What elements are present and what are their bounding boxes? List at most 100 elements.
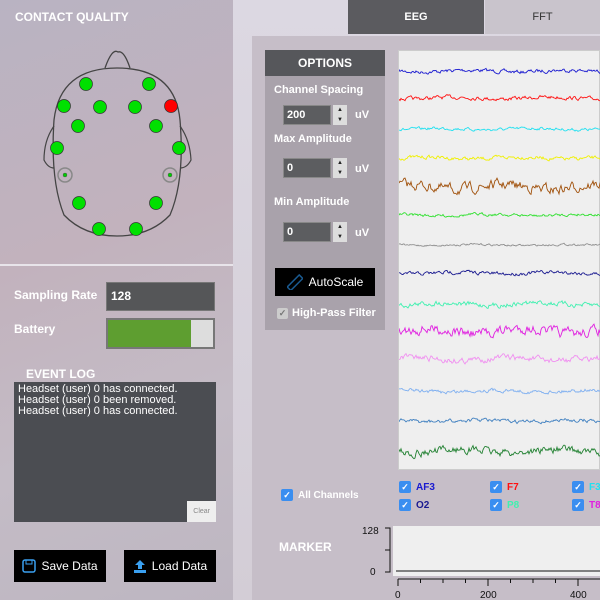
electrode-good xyxy=(149,119,163,133)
electrode-bad xyxy=(164,99,178,113)
divider xyxy=(0,264,233,266)
min-amplitude-stepper[interactable]: ▲ ▼ xyxy=(333,222,347,242)
eeg-trace xyxy=(398,242,600,247)
min-amplitude-input[interactable]: 0 xyxy=(283,222,331,242)
checkbox-checked-icon[interactable]: ✓ xyxy=(572,481,584,493)
marker-plot xyxy=(393,526,600,576)
reference-electrode xyxy=(57,167,73,183)
log-entry: Headset (user) 0 been removed. xyxy=(18,394,177,406)
high-pass-filter-toggle[interactable]: ✓ High-Pass Filter xyxy=(277,307,376,319)
channel-label: O2 xyxy=(416,499,430,511)
eeg-trace xyxy=(398,417,600,425)
channel-spacing-label: Channel Spacing xyxy=(274,84,364,96)
channel-label: F3 xyxy=(589,481,600,493)
channel-checkbox-f7[interactable]: ✓ F7 xyxy=(490,481,519,493)
electrode-good xyxy=(128,100,142,114)
contact-quality-title: CONTACT QUALITY xyxy=(15,10,129,24)
head-outline xyxy=(52,67,182,237)
electrode-good xyxy=(149,196,163,210)
reference-electrode xyxy=(162,167,178,183)
channel-checkbox-af3[interactable]: ✓ AF3 xyxy=(399,481,435,493)
eeg-trace xyxy=(398,300,600,309)
max-amplitude-label: Max Amplitude xyxy=(274,133,352,145)
channel-label: T8 xyxy=(589,499,600,511)
eeg-trace xyxy=(398,323,600,339)
min-amplitude-label: Min Amplitude xyxy=(274,196,350,208)
marker-title: MARKER xyxy=(279,540,332,554)
eeg-trace xyxy=(399,126,600,132)
electrode-good xyxy=(71,119,85,133)
high-pass-filter-label: High-Pass Filter xyxy=(292,307,376,319)
eeg-trace xyxy=(398,212,600,218)
options-panel: OPTIONS Channel Spacing 200 ▲ ▼ uV Max Am… xyxy=(265,50,385,330)
max-amplitude-stepper[interactable]: ▲ ▼ xyxy=(333,158,347,178)
event-log: Headset (user) 0 has connected. Headset … xyxy=(14,382,216,522)
channel-label: P8 xyxy=(507,499,520,511)
options-title: OPTIONS xyxy=(265,50,385,76)
electrode-good xyxy=(142,77,156,91)
channel-checkbox-f3[interactable]: ✓ F3 xyxy=(572,481,600,493)
log-entry: Headset (user) 0 has connected. xyxy=(18,383,178,395)
save-data-label: Save Data xyxy=(41,559,98,573)
eeg-traces xyxy=(398,67,600,460)
event-log-title: EVENT LOG xyxy=(26,367,96,381)
channel-spacing-stepper[interactable]: ▲ ▼ xyxy=(333,105,347,125)
checkbox-checked-icon[interactable]: ✓ xyxy=(281,489,293,501)
electrode-good xyxy=(72,196,86,210)
channel-label: F7 xyxy=(507,481,519,493)
channel-label: AF3 xyxy=(416,481,435,493)
save-icon xyxy=(22,559,37,573)
unit-label: uV xyxy=(355,163,370,175)
all-channels-label: All Channels xyxy=(298,489,359,501)
checkbox-checked-icon[interactable]: ✓ xyxy=(277,307,288,319)
load-data-button[interactable]: Load Data xyxy=(124,550,216,582)
log-entry: Headset (user) 0 has connected. xyxy=(18,405,178,417)
checkbox-checked-icon[interactable]: ✓ xyxy=(572,499,584,511)
head-map xyxy=(43,50,192,237)
electrode-good xyxy=(50,141,64,155)
upload-icon xyxy=(133,560,146,573)
eeg-trace xyxy=(398,154,600,162)
eeg-trace xyxy=(398,67,600,75)
right-ear xyxy=(179,125,192,169)
tab-fft[interactable]: FFT xyxy=(485,0,600,34)
tab-eeg[interactable]: EEG xyxy=(348,0,484,34)
battery-bar xyxy=(106,318,215,349)
nose-icon xyxy=(104,50,131,69)
checkbox-checked-icon[interactable]: ✓ xyxy=(490,499,502,511)
channel-spacing-input[interactable]: 200 xyxy=(283,105,331,125)
electrode-good xyxy=(93,100,107,114)
eeg-plot xyxy=(398,50,600,470)
left-panel: CONTACT QUALITY Sampling Rate 128 Batter… xyxy=(0,0,233,600)
eeg-trace xyxy=(398,93,600,102)
channel-checkbox-p8[interactable]: ✓ P8 xyxy=(490,499,519,511)
checkbox-checked-icon[interactable]: ✓ xyxy=(399,481,411,493)
sampling-rate-label: Sampling Rate xyxy=(14,288,98,302)
eeg-trace xyxy=(398,444,600,460)
left-ear xyxy=(43,125,55,169)
clear-button[interactable]: Clear xyxy=(187,501,216,522)
checkbox-checked-icon[interactable]: ✓ xyxy=(490,481,502,493)
electrode-good xyxy=(129,222,143,236)
electrode-good xyxy=(172,141,186,155)
channel-checkbox-o2[interactable]: ✓ O2 xyxy=(399,499,429,511)
autoscale-label: AutoScale xyxy=(308,275,364,289)
electrode-good xyxy=(79,77,93,91)
eeg-trace xyxy=(399,269,600,277)
battery-fill xyxy=(108,320,191,347)
channel-checkbox-t8[interactable]: ✓ T8 xyxy=(572,499,600,511)
checkbox-checked-icon[interactable]: ✓ xyxy=(399,499,411,511)
load-data-label: Load Data xyxy=(151,559,208,573)
save-data-button[interactable]: Save Data xyxy=(14,550,106,582)
electrode-good xyxy=(57,99,71,113)
eeg-trace xyxy=(398,352,600,365)
autoscale-button[interactable]: AutoScale xyxy=(275,268,375,296)
eeg-trace xyxy=(398,177,600,196)
all-channels-checkbox[interactable]: ✓ All Channels xyxy=(281,489,359,501)
sampling-rate-field: 128 xyxy=(106,282,215,311)
electrode-good xyxy=(92,222,106,236)
max-amplitude-input[interactable]: 0 xyxy=(283,158,331,178)
unit-label: uV xyxy=(355,109,370,121)
unit-label: uV xyxy=(355,227,370,239)
ruler-icon xyxy=(286,274,303,290)
